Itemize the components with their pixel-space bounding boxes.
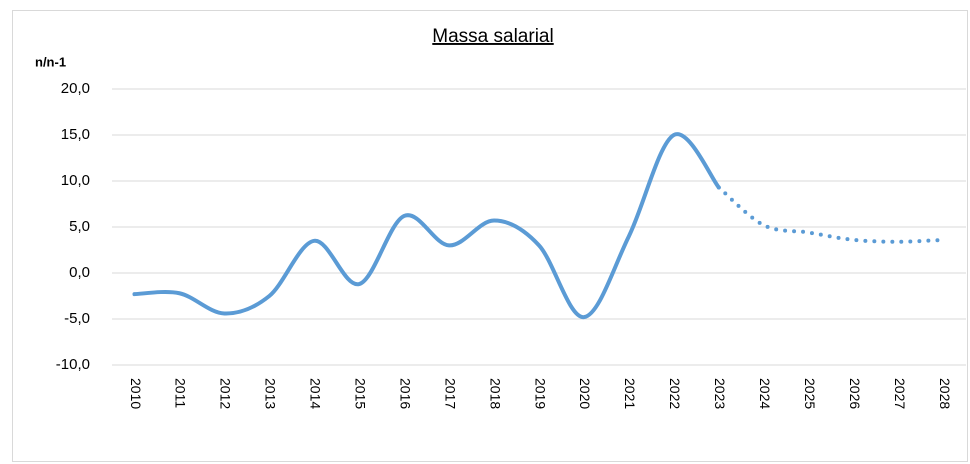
y-axis-label: n/n-1 xyxy=(35,54,66,69)
y-tick-label: 0,0 xyxy=(69,264,90,281)
x-tick-label: 2016 xyxy=(397,378,413,409)
x-tick-label: 2011 xyxy=(173,378,189,408)
x-tick-label: 2019 xyxy=(532,378,548,409)
x-tick-label: 2018 xyxy=(487,378,503,409)
y-tick-label: 15,0 xyxy=(61,126,90,143)
x-tick-label: 2026 xyxy=(847,378,863,409)
y-tick-label: 20,0 xyxy=(61,80,90,97)
chart-title: Massa salarial xyxy=(432,26,553,47)
x-tick-label: 2024 xyxy=(757,378,773,409)
x-tick-label: 2010 xyxy=(128,378,144,409)
x-tick-label: 2025 xyxy=(802,378,818,409)
x-tick-label: 2013 xyxy=(263,378,279,409)
x-tick-label: 2021 xyxy=(622,378,638,409)
x-tick-label: 2027 xyxy=(892,378,908,409)
x-tick-label: 2017 xyxy=(442,378,458,409)
chart-border xyxy=(12,10,968,462)
line-solid xyxy=(132,132,721,320)
x-tick-label: 2020 xyxy=(577,378,593,409)
x-tick-label: 2014 xyxy=(308,378,324,409)
x-tick-label: 2023 xyxy=(712,378,728,409)
x-tick-label: 2012 xyxy=(218,378,234,409)
y-tick-label: -10,0 xyxy=(56,356,90,373)
y-tick-label: 5,0 xyxy=(69,218,90,235)
x-tick-label: 2015 xyxy=(353,378,369,409)
line-dotted xyxy=(716,185,946,244)
y-tick-label: 10,0 xyxy=(61,172,90,189)
y-tick-label: -5,0 xyxy=(64,310,90,327)
x-tick-label: 2022 xyxy=(667,378,683,409)
x-tick-label: 2028 xyxy=(937,378,953,409)
